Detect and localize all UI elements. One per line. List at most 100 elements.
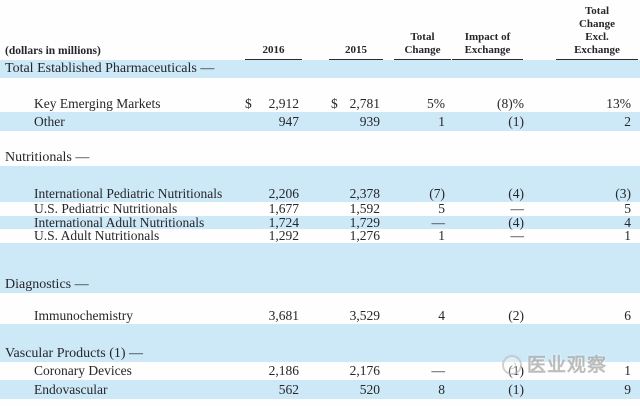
column-header-line: Excl. [585, 31, 609, 43]
column-header-line: Change [578, 18, 616, 30]
value-cell: (7) [429, 185, 445, 201]
dollar-sign: $ [245, 95, 252, 111]
table-row: U.S. Adult Nutritionals 1,292 1,276 1 — 1 [0, 229, 640, 243]
column-header-line: Exchange [464, 44, 511, 56]
value-cell: 1 [624, 363, 631, 379]
spacer-row [0, 293, 640, 307]
table-row: International Adult Nutritionals 1,724 1,7… [0, 216, 640, 229]
table-row: Immunochemistry 3,681 3,529 4 (2) 6 [0, 307, 640, 324]
column-header-impact-of-exchange: Impact of Exchange [452, 31, 523, 60]
value-cell: 3,681 [268, 307, 299, 323]
row-label: International Pediatric Nutritionals [34, 185, 223, 201]
row-label: International Adult Nutritionals [34, 214, 205, 230]
table-row: Endovascular 562 520 8 (1) 9 [0, 380, 640, 399]
value-cell: 2,378 [349, 185, 380, 201]
value-cell: 6 [624, 307, 631, 323]
table-body: Total Established Pharmaceuticals — Key E… [0, 60, 640, 406]
value-cell: (4) [508, 185, 524, 201]
row-label: U.S. Pediatric Nutritionals [34, 201, 178, 217]
spacer-row [0, 131, 640, 149]
value-cell: 4 [438, 307, 445, 323]
column-header-line: Total [410, 31, 435, 43]
value-cell: 1,677 [268, 201, 299, 217]
dollar-sign: $ [331, 95, 338, 111]
table-header: (dollars in millions) 2016 2015 Total Chang… [0, 0, 640, 60]
column-header-line: 2015 [345, 44, 367, 56]
section-header-row: Total Established Pharmaceuticals — [0, 60, 640, 78]
value-cell: 3,529 [349, 307, 380, 323]
value-cell: (1) [508, 363, 524, 379]
section-label: Vascular Products (1) — [5, 346, 144, 361]
value-cell: (2) [508, 307, 524, 323]
value-cell: 5 [624, 201, 631, 217]
table-row: Other 947 939 1 (1) 2 [0, 112, 640, 131]
spacer-row [0, 324, 640, 346]
value-cell: — [431, 363, 446, 379]
value-cell: 5 [438, 201, 445, 217]
table-row: U.S. Pediatric Nutritionals 1,677 1,592 5 — 5 [0, 202, 640, 216]
value-cell: 1,276 [349, 228, 380, 244]
value-cell: — [431, 214, 446, 230]
value-cell: 939 [359, 113, 380, 129]
value-cell: 562 [278, 381, 299, 397]
value-cell: 8 [438, 381, 445, 397]
value-cell: 5% [427, 95, 445, 111]
value-cell: — [510, 201, 525, 217]
section-label: Diagnostics — [5, 276, 89, 292]
value-cell: (8)% [497, 95, 524, 111]
value-cell: — [510, 228, 525, 244]
units-note: (dollars in millions) [5, 45, 101, 57]
column-header-line: Total [584, 5, 610, 17]
value-cell: 1 [624, 228, 631, 244]
column-header-line: Impact of [464, 31, 511, 43]
row-label: U.S. Adult Nutritionals [34, 228, 160, 244]
value-cell: 1,724 [268, 214, 299, 230]
value-cell: 1 [438, 113, 445, 129]
spacer-row [0, 166, 640, 185]
value-cell: 1,592 [349, 201, 380, 217]
section-header-row: Diagnostics — [0, 276, 640, 293]
value-cell: 520 [359, 381, 380, 397]
value-cell: 1 [438, 228, 445, 244]
value-cell: (1) [508, 113, 524, 129]
column-header-line: 2016 [262, 44, 285, 56]
column-header-year-2015: 2015 [329, 44, 383, 60]
section-header-row: Vascular Products (1) — [0, 346, 640, 362]
section-label: Total Established Pharmaceuticals — [5, 61, 215, 76]
section-label: Nutritionals — [5, 149, 90, 165]
row-label: Endovascular [34, 381, 108, 397]
value-cell: 1,729 [349, 214, 380, 230]
column-header-year-2016: 2016 [245, 44, 302, 60]
value-cell: $2,912 [243, 97, 302, 111]
value-cell: (4) [508, 214, 524, 230]
value-cell: 2 [624, 113, 631, 129]
spacer-row [0, 243, 640, 276]
column-header-line: Change [404, 44, 441, 56]
row-label: Coronary Devices [34, 363, 132, 379]
value-cell: 2,186 [268, 363, 299, 379]
value-cell: 1,292 [268, 228, 299, 244]
table-row: Coronary Devices 2,186 2,176 — (1) 1 [0, 362, 640, 380]
table-row: Key Emerging Markets $2,912 $2,781 5% (8)% 13… [0, 95, 640, 112]
row-label: Other [34, 113, 65, 129]
value-cell: 9 [624, 381, 631, 397]
value-cell: 4 [624, 214, 631, 230]
section-header-row: Nutritionals — [0, 149, 640, 166]
value-cell: (1) [508, 381, 524, 397]
spacer-row [0, 399, 640, 406]
column-header-total-change: Total Change [394, 31, 451, 60]
value-cell: $2,781 [302, 97, 383, 111]
row-label: Immunochemistry [34, 307, 133, 323]
row-label: Key Emerging Markets [34, 95, 161, 111]
value-cell: 947 [278, 113, 299, 129]
column-header-total-change-excl-exchange: Total Change Excl. Exchange [556, 5, 638, 60]
cell-value: 2,912 [268, 95, 299, 111]
column-header-line: Exchange [574, 44, 620, 56]
value-cell: 2,176 [349, 363, 380, 379]
value-cell: 2,206 [268, 185, 299, 201]
value-cell: (3) [615, 185, 631, 201]
table-row: International Pediatric Nutritionals 2,20… [0, 185, 640, 202]
value-cell: 13% [606, 95, 631, 111]
cell-value: 2,781 [349, 95, 380, 111]
